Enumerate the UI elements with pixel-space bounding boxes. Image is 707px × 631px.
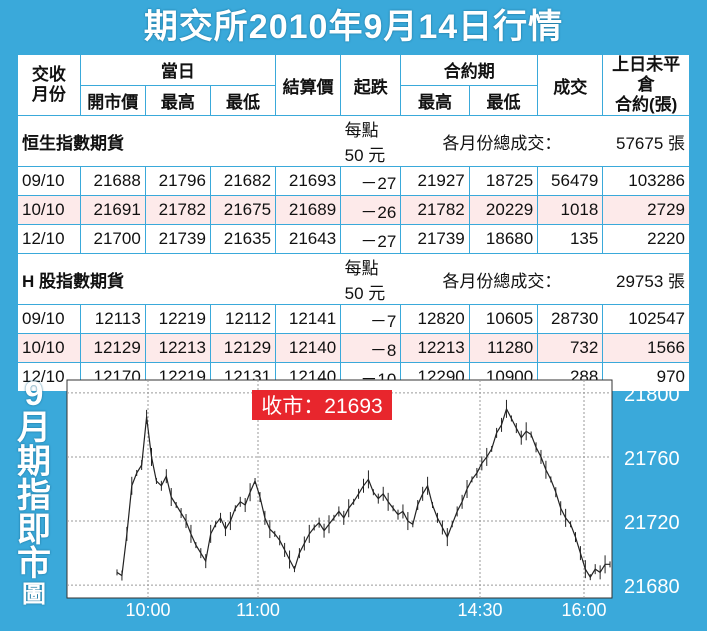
cell-open: 21700: [79, 224, 146, 254]
close-label-box: [252, 390, 392, 420]
header-low: 最低: [209, 84, 277, 116]
y-tick-label: 21680: [624, 576, 680, 598]
cell-life-low: 18725: [468, 166, 539, 196]
side-title-char: 圖: [22, 581, 46, 608]
cell-life-low: 20229: [468, 195, 539, 225]
y-tick-label: 21800: [624, 384, 680, 406]
x-tick-label: 11:00: [236, 600, 280, 620]
section-volume-label: 各月份總成交：: [400, 115, 603, 167]
header-day-group: 當日: [79, 54, 277, 86]
cell-life-high: 21782: [400, 195, 470, 225]
cell-life-high: 21927: [400, 166, 470, 196]
cell-settle: 21693: [275, 166, 342, 196]
cell-high: 21782: [144, 195, 211, 225]
cell-change: －8: [340, 333, 402, 363]
side-title-char: 即: [17, 511, 51, 549]
header-open-interest: 上日未平倉 合約(張): [602, 54, 690, 116]
cell-month: 09/10: [17, 166, 81, 196]
cell-open: 12113: [79, 304, 146, 334]
cell-low: 21675: [209, 195, 277, 225]
cell-life-high: 12820: [400, 304, 470, 334]
cell-open: 21691: [79, 195, 146, 225]
cell-volume: 135: [537, 224, 604, 254]
header-volume: 成交: [537, 54, 604, 116]
cell-oi: 970: [602, 362, 690, 392]
header-life-low: 最低: [468, 84, 539, 116]
cell-oi: 1566: [602, 333, 690, 363]
y-tick-label: 21760: [624, 448, 680, 470]
cell-oi: 103286: [602, 166, 690, 196]
cell-month: 10/10: [17, 195, 81, 225]
header-high: 最高: [144, 84, 211, 116]
cell-low: 12112: [209, 304, 277, 334]
x-tick-label: 16:00: [561, 600, 606, 620]
cell-month: 09/10: [17, 304, 81, 334]
side-title-char: 月: [17, 409, 51, 447]
section-volume-label: 各月份總成交：: [400, 253, 603, 305]
header-open: 開市價: [79, 84, 146, 116]
cell-high: 21739: [144, 224, 211, 254]
cell-settle: 21689: [275, 195, 342, 225]
cell-oi: 2220: [602, 224, 690, 254]
cell-oi: 102547: [602, 304, 690, 334]
cell-change: －27: [340, 224, 402, 254]
cell-low: 21635: [209, 224, 277, 254]
cell-oi: 2729: [602, 195, 690, 225]
cell-life-high: 12213: [400, 333, 470, 363]
side-title-char: 市: [17, 545, 51, 583]
side-title-char: 指: [17, 477, 51, 515]
cell-life-low: 18680: [468, 224, 539, 254]
cell-life-low: 10605: [468, 304, 539, 334]
cell-volume: 732: [537, 333, 604, 363]
side-title-char: 期: [17, 443, 51, 481]
section-volume-total: 29753 張: [602, 253, 690, 305]
cell-high: 12213: [144, 333, 211, 363]
header-life-high: 最高: [400, 84, 470, 116]
table-row: 09/10 21688 21796 21682 21693 －27 21927 18725 56…: [17, 166, 690, 196]
cell-volume: 28730: [537, 304, 604, 334]
page-title: 期交所2010年9月14日行情: [143, 8, 564, 46]
futures-quote-table: 交收 月份 當日 結算價 起跌 合約期 成交 上日未平倉 合約(張) 開市價 最…: [16, 54, 690, 392]
header-settle: 結算價: [275, 54, 342, 116]
table-row: 10/10 21691 21782 21675 21689 －26 21782 20229 10…: [17, 195, 690, 225]
x-tick-label: 10:00: [125, 600, 170, 620]
x-tick-label: 14:30: [457, 600, 502, 620]
y-tick-label: 21720: [624, 512, 680, 534]
cell-volume: 1018: [537, 195, 604, 225]
cell-settle: 21643: [275, 224, 342, 254]
section-header: H 股指數期貨 每點 50 元各月份總成交： 29753 張: [16, 253, 690, 305]
section-point-value: 每點 50 元: [340, 115, 401, 167]
header-life-group: 合約期: [400, 54, 539, 86]
table-row: 10/10 12129 12213 12129 12140 －8 12213 11280 732…: [17, 333, 690, 363]
header-change: 起跌: [340, 54, 402, 116]
cell-volume: 56479: [537, 166, 604, 196]
table-row: 09/10 12113 12219 12112 12141 －7 12820 10605 287…: [17, 304, 690, 334]
table-row: 12/10 21700 21739 21635 21643 －27 21739 18680 13…: [17, 224, 690, 254]
cell-change: －26: [340, 195, 402, 225]
close-label: 收市：21693: [261, 395, 382, 418]
side-title: 9 月 期 指 即 市 圖: [10, 377, 58, 609]
cell-low: 12129: [209, 333, 277, 363]
cell-high: 21796: [144, 166, 211, 196]
side-title-char: 9: [24, 375, 44, 413]
